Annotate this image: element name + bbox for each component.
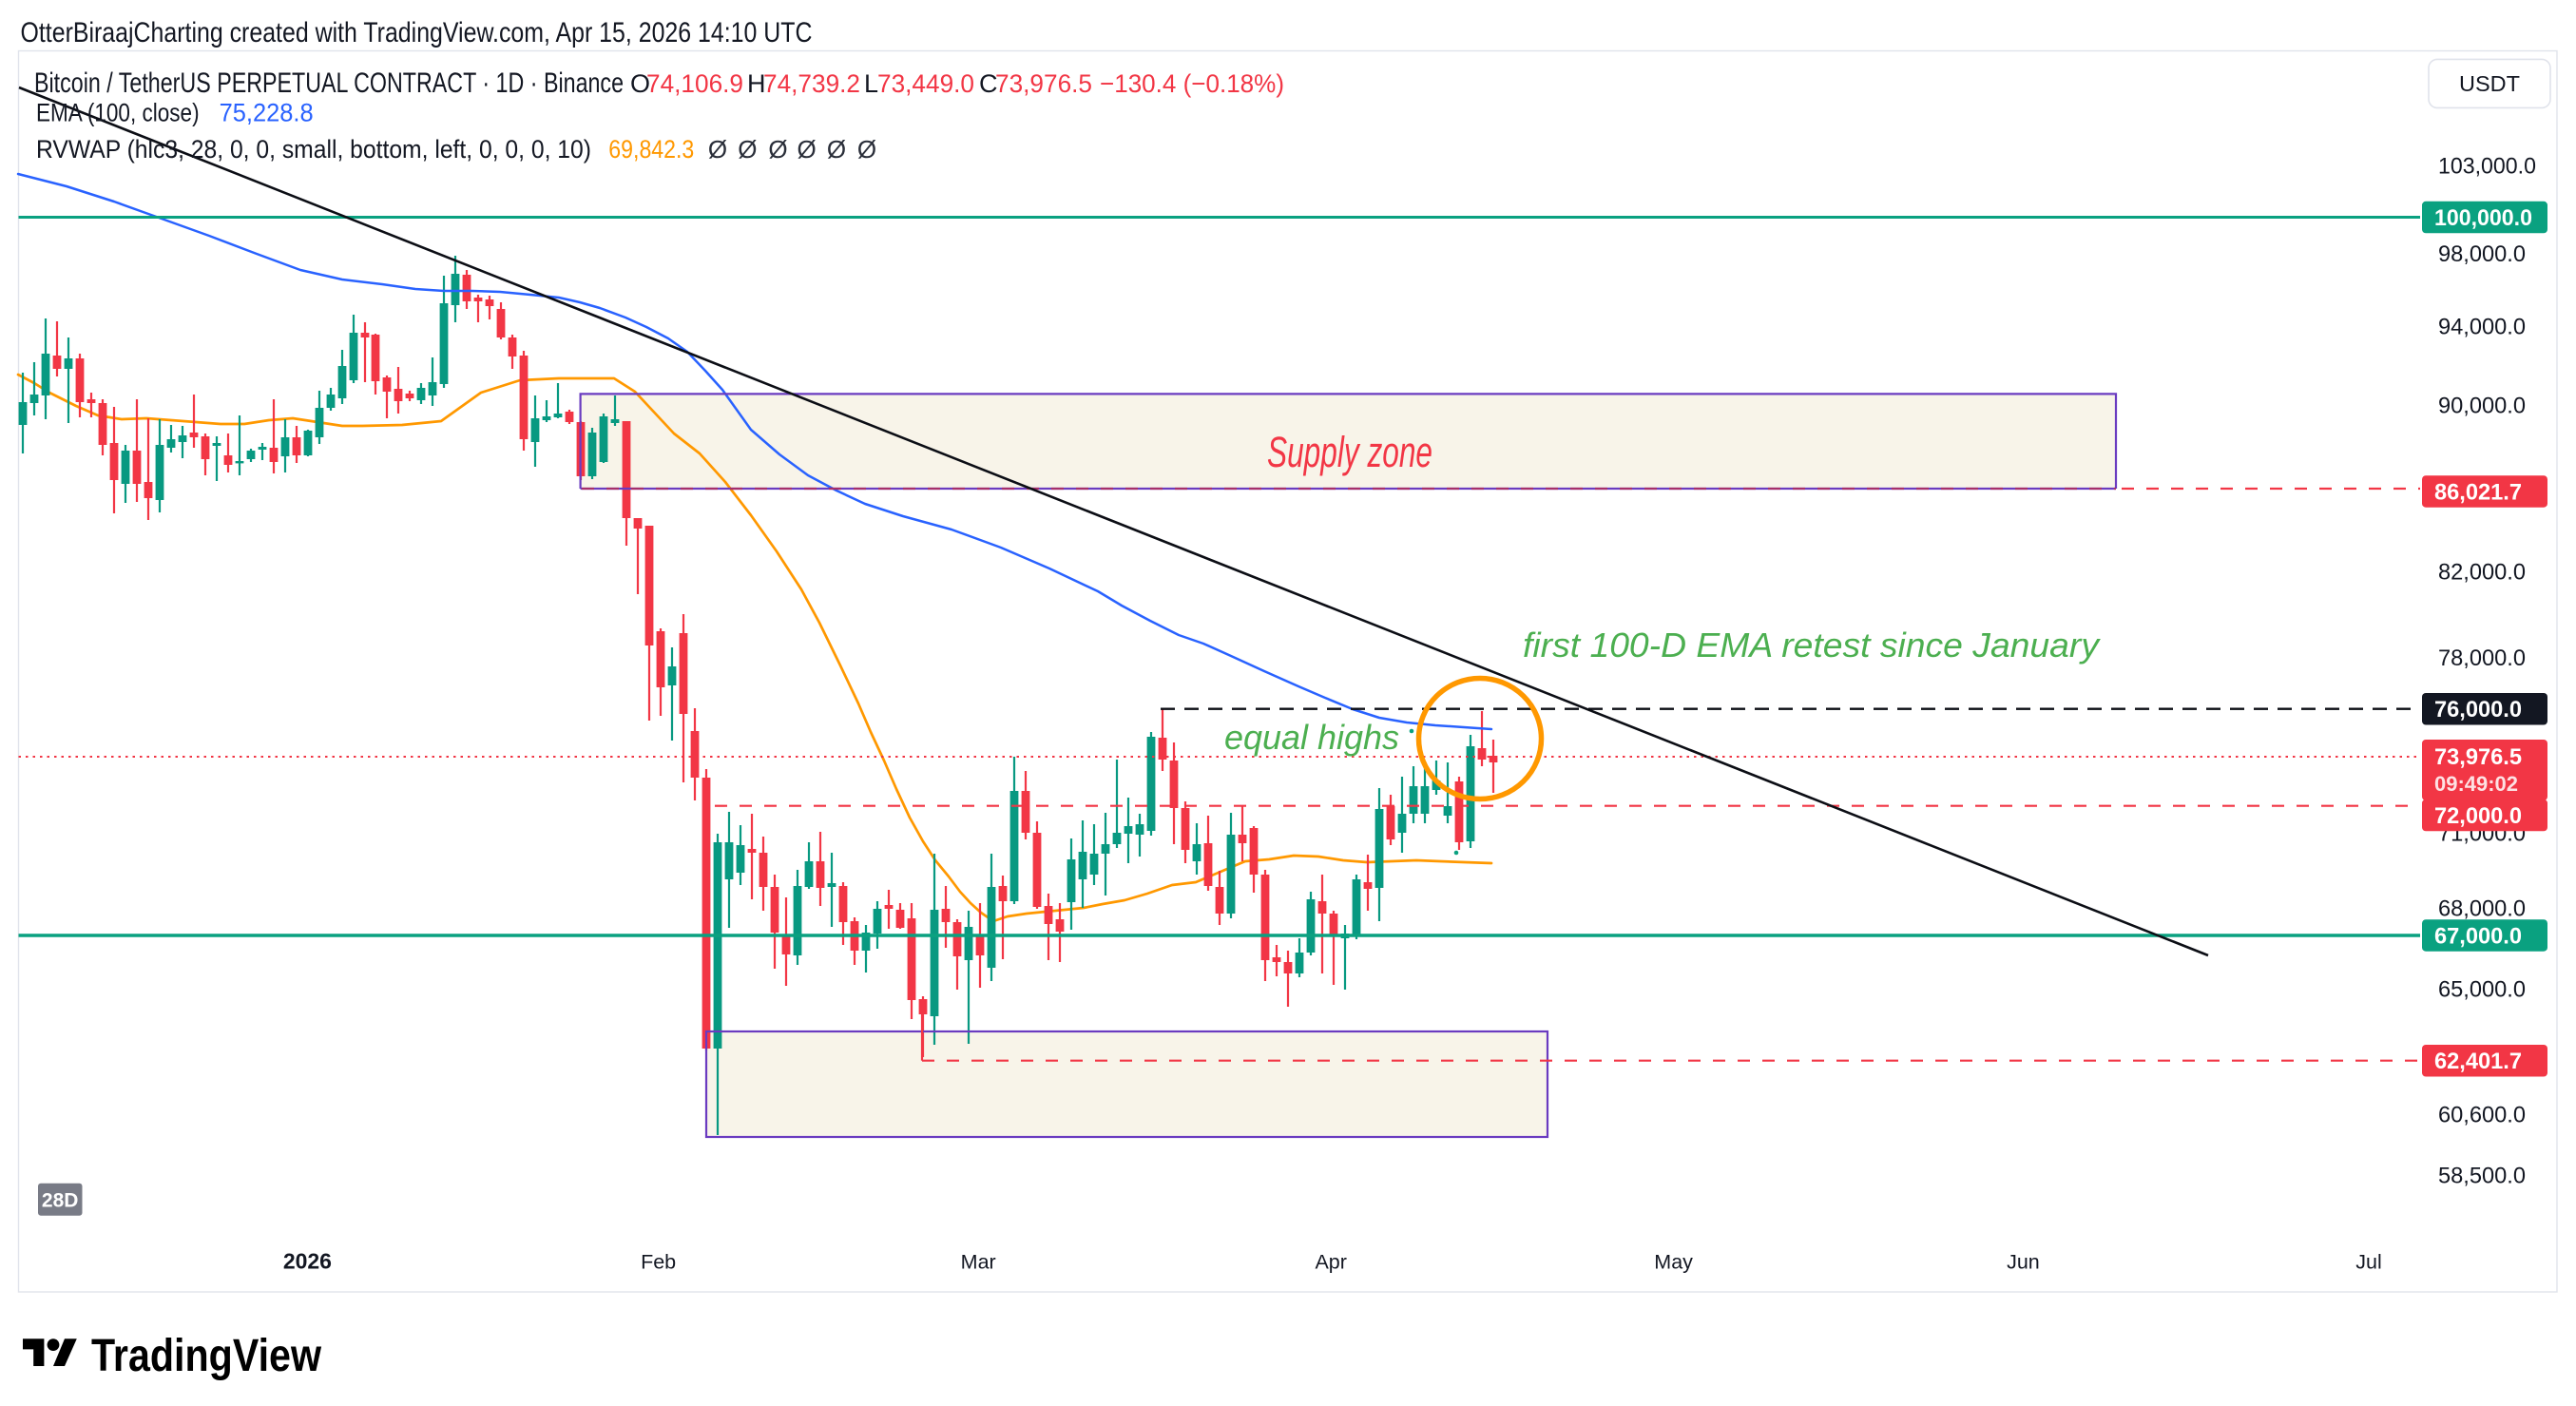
svg-text:OtterBiraajCharting created wi: OtterBiraajCharting created with Trading… (21, 17, 813, 48)
svg-text:first 100-D EMA retest since J: first 100-D EMA retest since January (1523, 626, 2101, 664)
svg-text:H: H (747, 69, 766, 98)
svg-text:67,000.0: 67,000.0 (2434, 924, 2522, 950)
svg-text:Jun: Jun (2007, 1251, 2040, 1274)
svg-text:73,976.5: 73,976.5 (995, 69, 1092, 98)
svg-text:TradingView: TradingView (91, 1331, 322, 1381)
svg-text:Ø: Ø (857, 135, 876, 164)
svg-text:74,739.2: 74,739.2 (763, 69, 860, 98)
svg-text:O: O (630, 69, 650, 98)
svg-text:Ø: Ø (797, 135, 816, 164)
svg-text:May: May (1654, 1251, 1693, 1274)
svg-text:72,000.0: 72,000.0 (2434, 803, 2522, 829)
svg-text:Supply zone: Supply zone (1267, 428, 1432, 476)
svg-text:Ø: Ø (768, 135, 787, 164)
svg-text:Mar: Mar (961, 1251, 996, 1274)
svg-text:86,021.7: 86,021.7 (2434, 480, 2522, 506)
svg-text:Ø: Ø (738, 135, 757, 164)
svg-text:2026: 2026 (283, 1249, 332, 1274)
svg-text:76,000.0: 76,000.0 (2434, 697, 2522, 722)
svg-text:EMA (100, close): EMA (100, close) (36, 99, 200, 127)
svg-text:Feb: Feb (641, 1251, 676, 1274)
svg-text:73,449.0: 73,449.0 (877, 69, 974, 98)
svg-text:74,106.9: 74,106.9 (646, 69, 743, 98)
svg-text:73,976.5: 73,976.5 (2434, 744, 2522, 770)
svg-text:−130.4 (−0.18%): −130.4 (−0.18%) (1100, 69, 1284, 98)
svg-text:94,000.0: 94,000.0 (2438, 315, 2526, 340)
svg-text:78,000.0: 78,000.0 (2438, 645, 2526, 671)
svg-text:82,000.0: 82,000.0 (2438, 560, 2526, 586)
svg-text:USDT: USDT (2459, 71, 2520, 96)
svg-text:65,000.0: 65,000.0 (2438, 977, 2526, 1003)
svg-text:100,000.0: 100,000.0 (2434, 205, 2532, 231)
svg-text:69,842.3: 69,842.3 (608, 135, 694, 164)
svg-text:103,000.0: 103,000.0 (2438, 154, 2536, 180)
svg-text:Ø: Ø (827, 135, 846, 164)
svg-text:09:49:02: 09:49:02 (2434, 772, 2518, 796)
svg-text:62,401.7: 62,401.7 (2434, 1049, 2522, 1074)
svg-text:Jul: Jul (2355, 1251, 2381, 1274)
svg-text:equal highs: equal highs (1224, 718, 1399, 757)
svg-text:60,600.0: 60,600.0 (2438, 1103, 2526, 1128)
svg-text:90,000.0: 90,000.0 (2438, 394, 2526, 419)
svg-text:58,500.0: 58,500.0 (2438, 1164, 2526, 1189)
svg-text:RVWAP (hlc3, 28, 0, 0, small,: RVWAP (hlc3, 28, 0, 0, small, bottom, le… (36, 135, 591, 164)
svg-text:Ø: Ø (708, 135, 727, 164)
svg-text:98,000.0: 98,000.0 (2438, 241, 2526, 267)
svg-text:68,000.0: 68,000.0 (2438, 896, 2526, 922)
svg-text:75,228.8: 75,228.8 (220, 99, 314, 127)
svg-text:Apr: Apr (1315, 1251, 1346, 1274)
svg-text:28D: 28D (42, 1190, 79, 1212)
svg-text:L: L (864, 69, 878, 98)
svg-text:C: C (979, 69, 998, 98)
svg-text:Bitcoin / TetherUS PERPETUAL C: Bitcoin / TetherUS PERPETUAL CONTRACT · … (34, 67, 624, 99)
